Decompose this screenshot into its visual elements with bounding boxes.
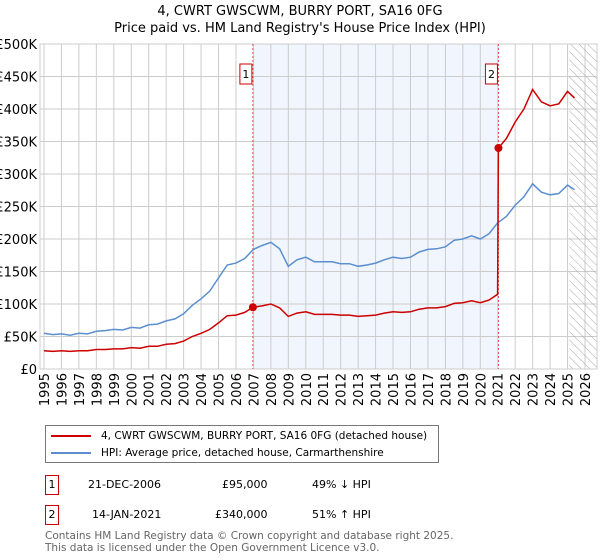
y-tick-label: £500K (0, 38, 37, 53)
x-tick-label: 1998 (90, 373, 105, 406)
legend-swatch-blue (51, 452, 91, 454)
y-tick-label: £300K (0, 168, 37, 183)
y-tick-label: £450K (0, 71, 37, 86)
x-tick-label: 1997 (73, 373, 88, 406)
x-tick-label: 2005 (213, 373, 228, 406)
marker-badge-label: 2 (488, 68, 495, 81)
transaction-badge: 1 (45, 475, 59, 495)
legend-swatch-red (51, 435, 91, 437)
x-tick-label: 2003 (178, 373, 193, 406)
x-tick-label: 2024 (544, 373, 559, 406)
x-tick-label: 2019 (457, 373, 472, 406)
x-tick-label: 2000 (125, 373, 140, 406)
transaction-price: £340,000 (215, 508, 268, 521)
x-tick-label: 2023 (527, 373, 542, 406)
transaction-row: 2 14-JAN-2021 £340,000 51% ↑ HPI (45, 505, 445, 525)
transaction-hpi: 49% ↓ HPI (312, 478, 371, 491)
y-tick-label: £350K (0, 136, 37, 151)
x-tick-label: 2010 (300, 373, 315, 406)
y-tick-label: £50K (4, 331, 38, 346)
series-line-hpi (43, 182, 575, 336)
chart-title: 4, CWRT GWSCWM, BURRY PORT, SA16 0FG (157, 4, 443, 19)
y-tick-label: £400K (0, 103, 37, 118)
footer: Contains HM Land Registry data © Crown c… (45, 530, 453, 554)
series-line-property (43, 87, 576, 353)
x-tick-label: 2020 (474, 373, 489, 406)
x-tick-label: 2012 (335, 373, 350, 406)
x-tick-label: 2013 (352, 373, 367, 406)
y-tick-label: £150K (0, 266, 37, 281)
legend-label: 4, CWRT GWSCWM, BURRY PORT, SA16 0FG (de… (101, 430, 428, 442)
x-tick-label: 1996 (55, 373, 70, 406)
chart-subtitle: Price paid vs. HM Land Registry's House … (114, 21, 486, 36)
transaction-date: 14-JAN-2021 (92, 508, 162, 521)
sale-point (494, 144, 503, 152)
transaction-date: 21-DEC-2006 (88, 478, 162, 491)
x-tick-label: 2018 (439, 373, 454, 406)
y-tick-label: £250K (0, 201, 37, 216)
x-tick-label: 2007 (247, 373, 262, 406)
x-tick-label: 2026 (579, 373, 594, 406)
y-tick-label: £100K (0, 298, 37, 313)
plot-border (39, 43, 598, 370)
x-tick-label: 2011 (317, 373, 332, 406)
sale-point (248, 303, 257, 312)
x-tick-label: 2004 (195, 373, 210, 406)
transaction-row: 1 21-DEC-2006 £95,000 49% ↓ HPI (45, 475, 445, 495)
x-tick-label: 2017 (422, 373, 437, 406)
legend-item-property: 4, CWRT GWSCWM, BURRY PORT, SA16 0FG (de… (51, 429, 427, 443)
marker-badge (239, 63, 253, 85)
legend-item-hpi: HPI: Average price, detached house, Carm… (51, 446, 384, 460)
transaction-price: £95,000 (222, 478, 268, 491)
x-tick-label: 2009 (282, 373, 297, 406)
x-tick-label: 2015 (387, 373, 402, 406)
transaction-badge: 2 (45, 505, 59, 525)
x-tick-label: 2001 (143, 373, 158, 406)
transaction-hpi: 51% ↑ HPI (312, 508, 371, 521)
footer-line: Contains HM Land Registry data © Crown c… (45, 530, 454, 542)
x-tick-label: 2006 (230, 373, 245, 406)
x-tick-label: 2021 (492, 373, 507, 406)
forecast-hatch (569, 44, 597, 369)
marker-badge (484, 63, 498, 85)
x-tick-label: 1995 (38, 373, 53, 406)
x-tick-label: 2008 (265, 373, 280, 406)
footer-line: This data is licensed under the Open Gov… (45, 542, 380, 554)
y-tick-label: £200K (0, 233, 37, 248)
price-chart: £0 £50K £100K £150K £200K £250K £300K £350K £400… (0, 38, 598, 406)
x-tick-label: 2014 (370, 373, 385, 406)
x-tick-label: 1999 (108, 373, 123, 406)
x-tick-label: 2022 (509, 373, 524, 406)
legend-label: HPI: Average price, detached house, Carm… (101, 447, 384, 459)
legend: 4, CWRT GWSCWM, BURRY PORT, SA16 0FG (de… (45, 425, 439, 463)
x-tick-label: 2002 (160, 373, 175, 406)
x-tick-label: 2016 (404, 373, 419, 406)
x-tick-label: 2025 (562, 373, 577, 406)
y-tick-label: £0 (20, 363, 37, 378)
marker-badge-label: 1 (242, 68, 249, 81)
